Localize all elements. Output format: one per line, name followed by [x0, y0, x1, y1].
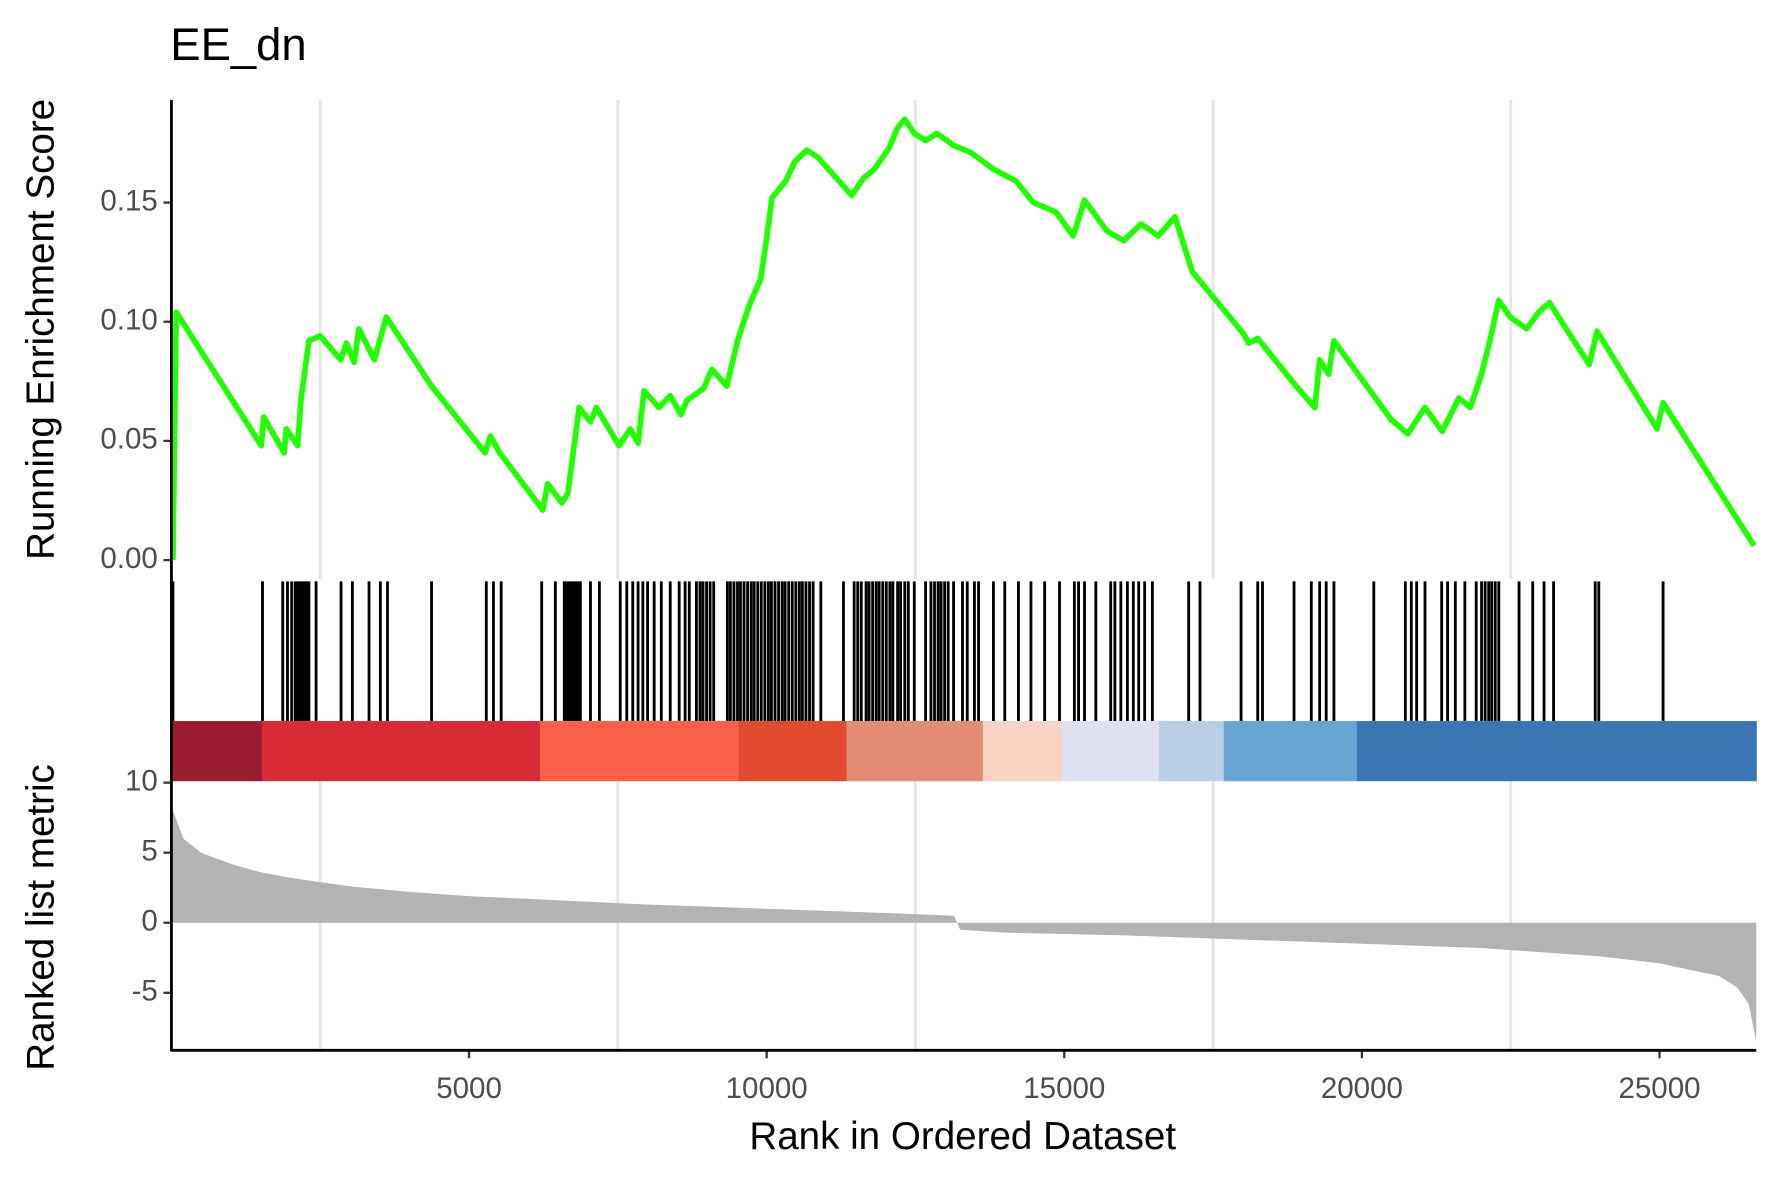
- y-tick-label: 0.00: [100, 542, 157, 575]
- y-axis-title: Ranked list metric: [19, 764, 62, 1071]
- x-tick-label: 20000: [1321, 1072, 1403, 1105]
- x-tick-label: 10000: [726, 1072, 808, 1105]
- x-tick-label: 15000: [1023, 1072, 1105, 1105]
- color-band: [738, 721, 848, 782]
- y-tick-label: 10: [125, 764, 158, 797]
- y-tick-label: 0.10: [100, 304, 157, 337]
- color-band: [1158, 721, 1225, 782]
- chart-title: EE_dn: [170, 19, 306, 70]
- metric-area: [171, 806, 1757, 1042]
- y-tick-label: 0.05: [100, 423, 157, 456]
- x-tick-label: 25000: [1618, 1072, 1700, 1105]
- es-line: [170, 116, 1757, 561]
- y-tick-label: 0: [141, 905, 157, 938]
- color-band: [1356, 721, 1757, 782]
- color-band: [539, 721, 740, 782]
- color-band: [261, 721, 541, 782]
- color-band: [846, 721, 984, 782]
- color-band: [982, 721, 1063, 782]
- y-tick-label: 0.15: [100, 184, 157, 217]
- x-tick-label: 5000: [436, 1072, 502, 1105]
- color-band: [171, 721, 263, 782]
- x-axis-title: Rank in Ordered Dataset: [749, 1115, 1176, 1158]
- y-tick-label: 5: [141, 834, 157, 867]
- y-axis-title: Running Enrichment Score: [19, 99, 62, 560]
- color-band: [1223, 721, 1358, 782]
- color-band: [1062, 721, 1160, 782]
- y-tick-label: -5: [132, 975, 158, 1008]
